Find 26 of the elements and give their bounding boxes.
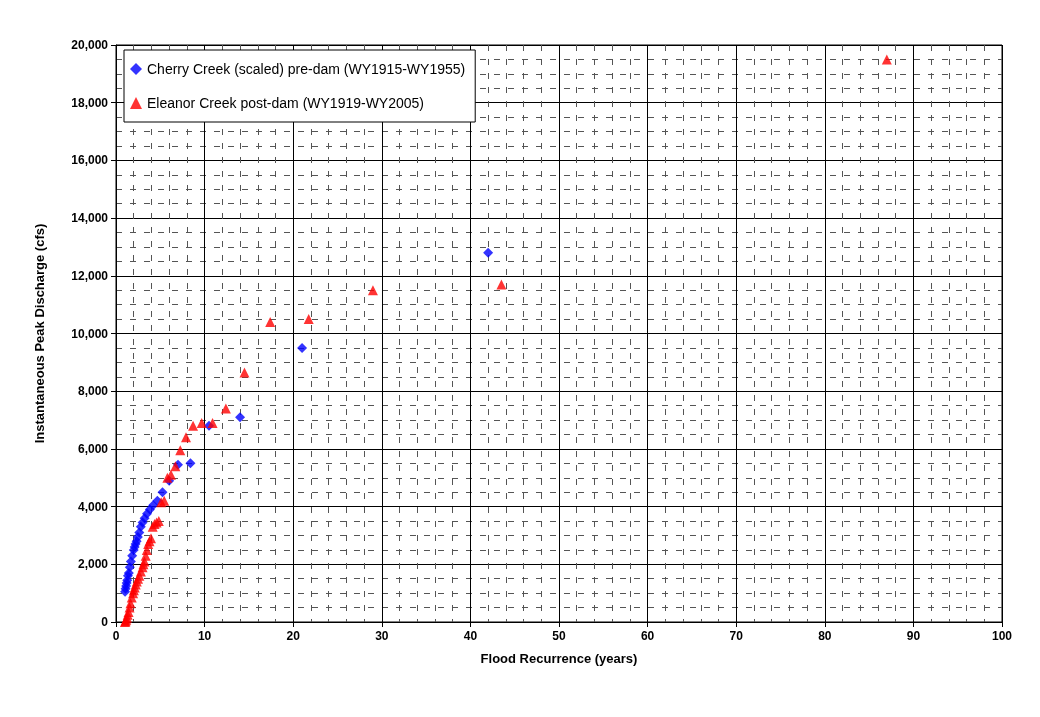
y-tick-label: 2,000 (77, 557, 109, 572)
x-tick-label: 20 (286, 629, 301, 643)
y-tick-label: 20,000 (71, 38, 109, 52)
y-tick-label: 8,000 (77, 384, 109, 399)
y-tick-label: 18,000 (71, 95, 109, 110)
x-tick-label: 50 (552, 629, 566, 643)
x-tick-label: 60 (640, 629, 655, 643)
x-tick-label: 40 (463, 629, 478, 643)
x-tick-label: 0 (112, 629, 120, 643)
y-tick-label: 14,000 (71, 211, 109, 226)
legend-label: Cherry Creek (scaled) pre-dam (WY1915-WY1955) (147, 61, 466, 77)
y-tick-label: 10,000 (71, 326, 109, 341)
x-tick-label: 30 (375, 629, 389, 643)
x-tick-label: 100 (991, 629, 1013, 643)
x-tick-label: 90 (906, 629, 921, 643)
x-tick-label: 70 (729, 629, 744, 643)
x-tick-label: 10 (197, 629, 212, 643)
y-tick-label: 6,000 (77, 441, 109, 456)
x-axis-title: Flood Recurrence (years) (480, 651, 638, 666)
x-tick-label: 80 (818, 629, 832, 643)
y-tick-label: 16,000 (71, 153, 109, 168)
y-axis-title: Instantaneous Peak Discharge (cfs) (32, 223, 47, 444)
y-tick-label: 12,000 (71, 268, 109, 283)
y-tick-label: 0 (101, 615, 109, 629)
legend-label: Eleanor Creek post-dam (WY1919-WY2005) (147, 95, 425, 111)
y-tick-label: 4,000 (77, 499, 109, 514)
